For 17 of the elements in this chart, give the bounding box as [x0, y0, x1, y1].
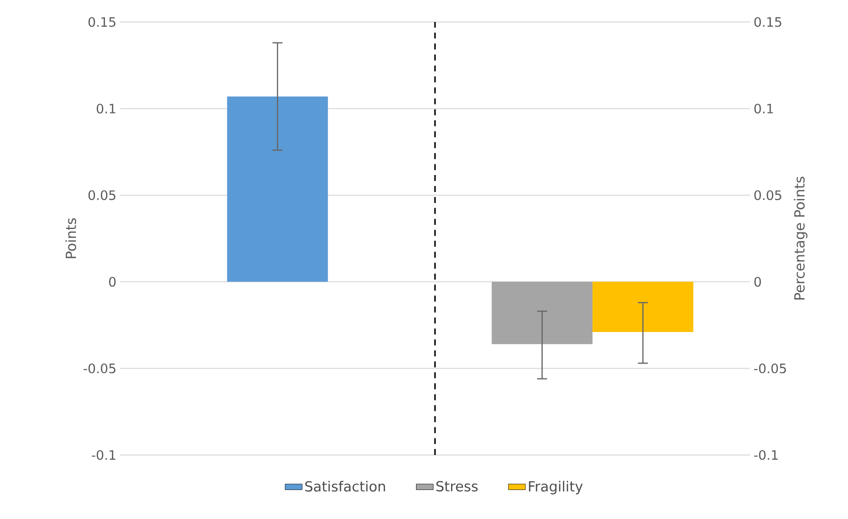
y-tick-label: 0.05 — [88, 190, 116, 200]
y2-tick-label: 0.15 — [754, 17, 782, 27]
legend-label: Stress — [436, 480, 478, 492]
y-tick-label: 0 — [109, 276, 116, 287]
y2-tick-label: -0.05 — [754, 364, 786, 374]
y2-tick-label: 0.1 — [754, 104, 773, 114]
y-axis-title: Points — [65, 218, 76, 258]
y2-tick-label: 0 — [754, 276, 761, 287]
legend-label: Fragility — [528, 480, 583, 494]
y-tick-label: 0.1 — [96, 104, 116, 114]
y2-axis-title: Percentage Points — [794, 176, 808, 300]
legend-label: Satisfaction — [305, 480, 385, 492]
y-tick-label: -0.1 — [92, 450, 116, 460]
y-tick-label: -0.05 — [84, 364, 116, 374]
y2-tick-label: 0.05 — [754, 190, 782, 200]
y-tick-label: 0.15 — [88, 17, 116, 27]
y2-tick-label: -0.1 — [754, 450, 778, 460]
